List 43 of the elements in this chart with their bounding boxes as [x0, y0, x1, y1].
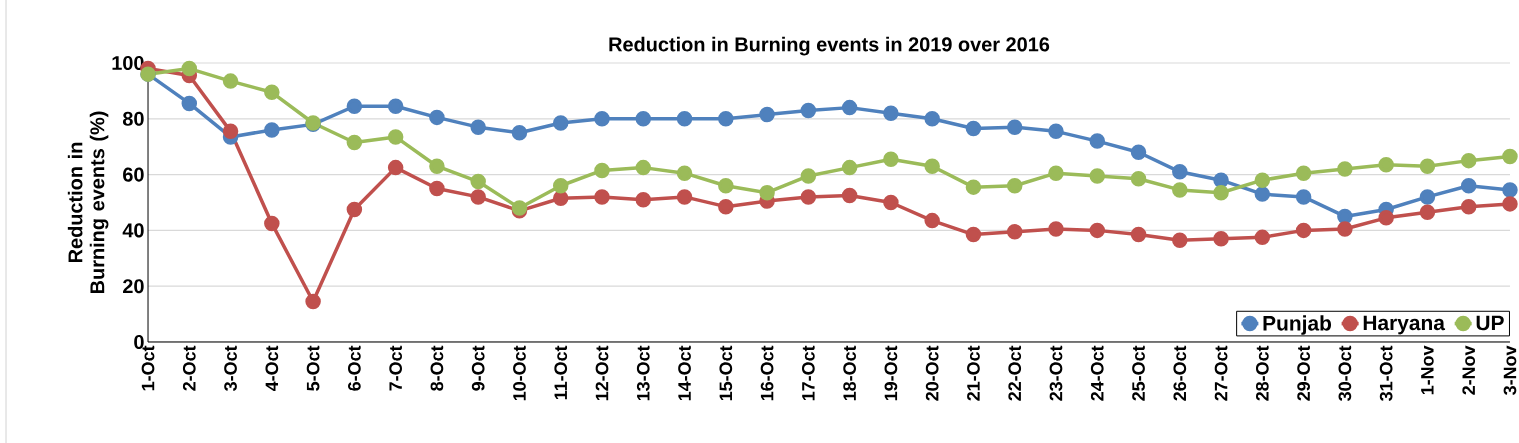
- chart-title: Reduction in Burning events in 2019 over 2016: [609, 36, 1050, 56]
- x-tick-label: 3-Nov: [1503, 345, 1517, 395]
- x-tick-label: 30-Oct: [1338, 345, 1352, 401]
- y-tick-label: 20: [123, 279, 144, 294]
- x-tick-label: 24-Oct: [1090, 345, 1104, 401]
- x-tick-label: 19-Oct: [884, 345, 898, 401]
- y-tick-label: 80: [122, 111, 144, 126]
- x-tick-label: 2-Oct: [182, 345, 196, 391]
- x-tick-label: 7-Oct: [389, 345, 402, 391]
- x-tick-label: 8-Oct: [430, 345, 444, 391]
- x-tick-label: 20-Oct: [925, 345, 939, 401]
- x-tick-label: 25-Oct: [1132, 345, 1145, 401]
- x-tick-label: 11-Oct: [554, 345, 568, 400]
- x-tick-label: 14-Oct: [678, 345, 691, 401]
- x-tick-label: 15-Oct: [719, 345, 733, 401]
- y-tick-label: 100: [112, 55, 144, 71]
- x-tick-label: 27-Oct: [1214, 345, 1228, 401]
- x-tick-label: 5-Oct: [306, 345, 320, 391]
- x-tick-label: 13-Oct: [636, 345, 650, 401]
- x-tick-label: 21-Oct: [967, 345, 980, 401]
- x-tick-label: 31-Oct: [1379, 345, 1393, 401]
- x-tick-label: 16-Oct: [760, 345, 774, 401]
- x-tick-label: 6-Oct: [348, 345, 361, 391]
- x-tick-label: 28-Oct: [1255, 345, 1269, 401]
- legend-label: Haryana: [1363, 315, 1446, 335]
- legend-label: UP: [1476, 315, 1504, 331]
- x-tick-label: 2-Nov: [1462, 345, 1476, 395]
- x-tick-label: 26-Oct: [1173, 345, 1187, 401]
- x-tick-label: 23-Oct: [1049, 345, 1063, 401]
- x-tick-label: 10-Oct: [513, 345, 526, 401]
- x-tick-label: 3-Oct: [224, 345, 237, 391]
- y-axis-title: Reduction in Burning events (%): [67, 111, 109, 294]
- x-tick-label: 9-Oct: [471, 345, 485, 391]
- x-tick-label: 1-Nov: [1421, 345, 1434, 395]
- x-tick-label: 18-Oct: [843, 345, 856, 401]
- x-tick-label: 12-Oct: [595, 345, 609, 401]
- legend-label: Punjab: [1263, 315, 1332, 335]
- x-tick-label: 22-Oct: [1008, 345, 1022, 401]
- y-tick-label: 40: [122, 223, 144, 238]
- x-tick-label: 29-Oct: [1297, 345, 1310, 401]
- y-tick-label: 60: [123, 167, 144, 182]
- x-tick-label: 4-Oct: [265, 345, 279, 392]
- x-tick-label: 17-Oct: [802, 345, 815, 401]
